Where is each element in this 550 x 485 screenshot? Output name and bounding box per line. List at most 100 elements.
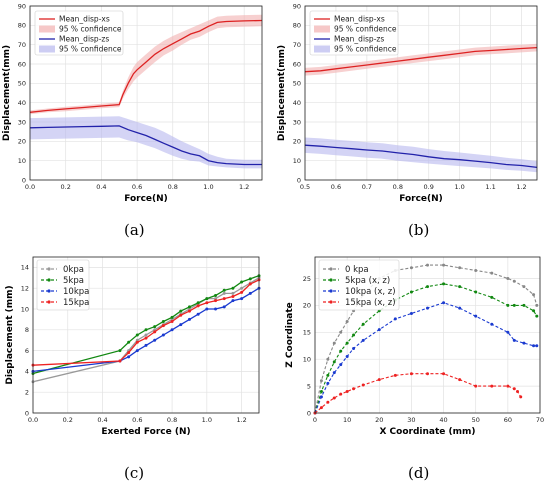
- series-line: [32, 275, 260, 375]
- series-line: [304, 144, 538, 169]
- series-line: [314, 373, 522, 414]
- data-point: [339, 330, 343, 334]
- y-tick-label: 5: [307, 382, 311, 390]
- legend-box: [309, 10, 399, 56]
- series-line: [304, 46, 538, 73]
- data-point: [196, 304, 200, 308]
- data-point: [512, 303, 516, 307]
- data-point: [240, 280, 244, 284]
- legend-label: 95 % confidence: [334, 45, 397, 54]
- data-point: [222, 288, 226, 292]
- legend-label: Mean_disp-xs: [334, 15, 385, 24]
- data-point: [458, 266, 462, 270]
- legend-band-swatch: [39, 25, 55, 33]
- data-point: [222, 305, 226, 309]
- x-tick-label: 20: [375, 416, 383, 424]
- data-point: [153, 338, 157, 342]
- y-tick-label: 90: [293, 2, 301, 10]
- x-tick-label: 0.4: [97, 416, 107, 424]
- data-point: [161, 319, 165, 323]
- y-tick-label: 50: [293, 80, 301, 88]
- legend-marker: [47, 278, 51, 282]
- data-point: [377, 378, 381, 382]
- legend-box: [318, 259, 400, 311]
- data-point: [442, 263, 446, 267]
- data-point: [426, 263, 429, 267]
- data-point: [490, 295, 494, 299]
- x-tick-label: 0.7: [362, 183, 372, 191]
- y-tick-label: 4: [25, 368, 29, 376]
- data-point: [393, 373, 397, 377]
- plot-frame: [29, 5, 263, 181]
- series-line: [314, 302, 537, 414]
- y-tick-label: 70: [293, 41, 301, 49]
- data-point: [332, 396, 336, 400]
- chart-d: 0 10 20 30 40 50 60 70 0 5 10 15 20 25 X Coordinate (m…: [285, 256, 544, 437]
- data-point: [535, 303, 539, 307]
- legend-marker: [47, 289, 51, 293]
- x-tick-label: 0.8: [393, 183, 403, 191]
- data-point: [339, 363, 343, 367]
- y-tick-label: 0: [25, 409, 29, 417]
- x-tick-label: 0.0: [28, 416, 38, 424]
- y-tick-label: 70: [18, 41, 26, 49]
- x-tick-label: 1.0: [454, 183, 464, 191]
- data-point: [205, 297, 209, 301]
- data-point: [205, 307, 209, 311]
- x-tick-label: 0.6: [132, 416, 142, 424]
- caption-c: (c): [124, 464, 145, 482]
- data-point: [179, 309, 183, 313]
- data-point: [442, 372, 446, 376]
- data-point: [196, 312, 200, 316]
- data-point: [214, 299, 218, 303]
- data-point: [352, 387, 356, 391]
- data-point: [170, 315, 174, 319]
- data-point: [196, 301, 200, 305]
- x-axis-label: Exerted Force (N): [101, 427, 190, 437]
- x-axis-label: Force(N): [124, 194, 168, 204]
- legend-marker: [329, 278, 333, 282]
- legend-band-swatch: [314, 25, 330, 33]
- data-point: [179, 323, 183, 327]
- data-point: [231, 299, 235, 303]
- data-point: [170, 328, 174, 332]
- data-point: [319, 389, 323, 393]
- x-tick-label: 1.0: [203, 183, 213, 191]
- y-tick-label: 30: [18, 118, 26, 126]
- x-tick-label: 1.2: [236, 416, 246, 424]
- y-tick-label: 15: [303, 329, 311, 337]
- data-point: [426, 372, 429, 376]
- legend-label: 95 % confidence: [59, 45, 122, 54]
- legend-band-swatch: [39, 45, 55, 53]
- legend-marker: [329, 300, 333, 304]
- series-line: [32, 279, 260, 366]
- data-point: [332, 360, 336, 364]
- data-point: [409, 311, 413, 315]
- y-axis-label: Z Coordinate: [285, 302, 295, 367]
- chart-c: 0.0 0.2 0.4 0.6 0.8 1.0 1.2 0 2 4 6 8 10 12 14 Exerted …: [5, 256, 261, 437]
- data-point: [512, 338, 516, 342]
- legend-band-swatch: [314, 45, 330, 53]
- data-point: [135, 340, 139, 344]
- data-point: [135, 333, 139, 337]
- series-line: [29, 19, 263, 113]
- y-tick-label: 10: [21, 305, 29, 313]
- legend-marker: [329, 267, 333, 271]
- x-tick-label: 1.2: [516, 183, 526, 191]
- legend-marker: [47, 300, 51, 304]
- legend-label: 0 kpa: [345, 265, 369, 275]
- legend-label: 15kpa (x, z): [345, 298, 396, 308]
- data-point: [522, 285, 526, 289]
- y-tick-label: 25: [303, 275, 311, 283]
- x-axis-label: X Coordinate (mm): [379, 427, 475, 437]
- y-tick-label: 20: [18, 138, 26, 146]
- legend-box: [36, 259, 90, 311]
- y-tick-label: 50: [18, 80, 26, 88]
- data-point: [214, 293, 218, 297]
- data-point: [506, 303, 510, 307]
- x-tick-label: 0.2: [61, 183, 71, 191]
- x-tick-label: 0.8: [167, 416, 177, 424]
- data-point: [161, 324, 165, 328]
- legend-label: Mean_disp-xs: [59, 15, 110, 24]
- legend-label: 95 % confidence: [334, 25, 397, 34]
